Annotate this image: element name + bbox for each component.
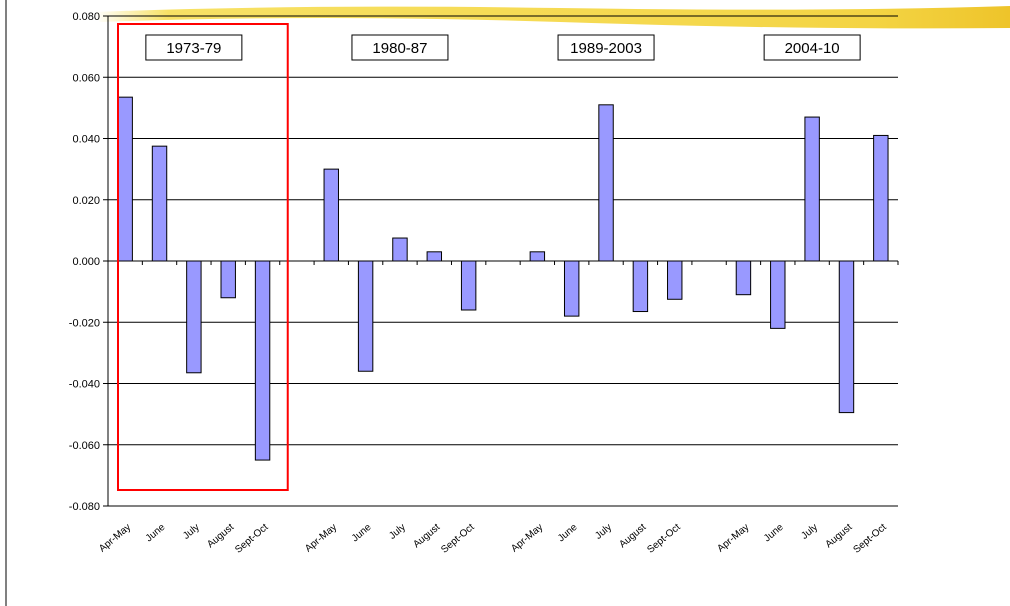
period-label-box bbox=[763, 34, 861, 61]
x-tick-label: August bbox=[205, 522, 236, 551]
bar bbox=[529, 251, 546, 262]
x-tick-label: August bbox=[411, 522, 442, 551]
x-tick-label: Sept-Oct bbox=[233, 522, 270, 556]
x-tick-label: Sept-Oct bbox=[645, 522, 682, 556]
grid-layer bbox=[108, 15, 898, 507]
bar bbox=[392, 237, 408, 262]
x-tick-label: Apr-May bbox=[509, 522, 545, 555]
x-tick-label: July bbox=[799, 522, 820, 542]
x-tick-label: August bbox=[617, 522, 648, 551]
x-tick-label: July bbox=[387, 522, 408, 542]
bar bbox=[460, 260, 477, 311]
x-tick-label: July bbox=[593, 522, 614, 542]
x-tick-label: Apr-May bbox=[715, 522, 751, 555]
period-label-box bbox=[351, 34, 449, 61]
bar bbox=[357, 260, 374, 372]
y-tick-label: 0.020 bbox=[72, 195, 100, 207]
bar bbox=[151, 145, 168, 262]
period-label: 2004-10 bbox=[785, 40, 840, 57]
bar bbox=[804, 116, 820, 262]
period-label-box bbox=[557, 34, 655, 61]
x-tick-label: June bbox=[144, 522, 168, 545]
bar bbox=[667, 260, 683, 300]
period-label: 1980-87 bbox=[372, 40, 427, 57]
bar bbox=[735, 260, 752, 296]
x-tick-label: June bbox=[762, 522, 786, 545]
x-tick-label: July bbox=[181, 522, 202, 542]
bar bbox=[873, 134, 889, 262]
y-tick-label: -0.060 bbox=[69, 440, 100, 452]
bar bbox=[254, 260, 271, 461]
period-label: 1973-79 bbox=[166, 40, 221, 57]
y-tick-label: -0.020 bbox=[69, 317, 100, 329]
highlighter-stroke bbox=[95, 6, 1010, 29]
period-label: 1989-2003 bbox=[570, 40, 642, 57]
x-tick-label: August bbox=[823, 522, 854, 551]
bar-layer bbox=[117, 96, 889, 461]
highlight-layer bbox=[117, 23, 289, 491]
y-tick-label: 0.060 bbox=[72, 72, 100, 84]
y-tick-label: -0.080 bbox=[69, 501, 100, 513]
y-tick-label: 0.080 bbox=[72, 11, 100, 23]
period-layer: 1973-79 1980-87 1989-2003 2004-10 bbox=[145, 34, 861, 61]
bar bbox=[117, 96, 133, 262]
bar bbox=[838, 260, 855, 414]
bar bbox=[323, 168, 339, 262]
period-label-box bbox=[145, 34, 243, 61]
bar bbox=[220, 260, 236, 299]
bar bbox=[426, 251, 443, 262]
bar bbox=[632, 260, 649, 313]
x-tick-label: Apr-May bbox=[303, 522, 339, 555]
y-tick-label: 0.040 bbox=[72, 134, 100, 146]
axis-layer: 0.080 0.060 0.040 0.020 0.000 -0.020 -0.040 -0.… bbox=[69, 11, 899, 513]
x-tick-label: Sept-Oct bbox=[851, 522, 888, 556]
x-tick-label: June bbox=[350, 522, 374, 545]
bar bbox=[770, 260, 786, 329]
bar bbox=[598, 104, 614, 262]
bar bbox=[186, 260, 202, 374]
x-tick-label: June bbox=[556, 522, 580, 545]
highlight-box bbox=[117, 23, 289, 491]
bar bbox=[563, 260, 580, 317]
x-tick-label: Apr-May bbox=[97, 522, 133, 555]
x-tick-label: Sept-Oct bbox=[439, 522, 476, 556]
y-tick-label: -0.040 bbox=[69, 379, 100, 391]
y-tick-label: 0.000 bbox=[72, 256, 100, 268]
